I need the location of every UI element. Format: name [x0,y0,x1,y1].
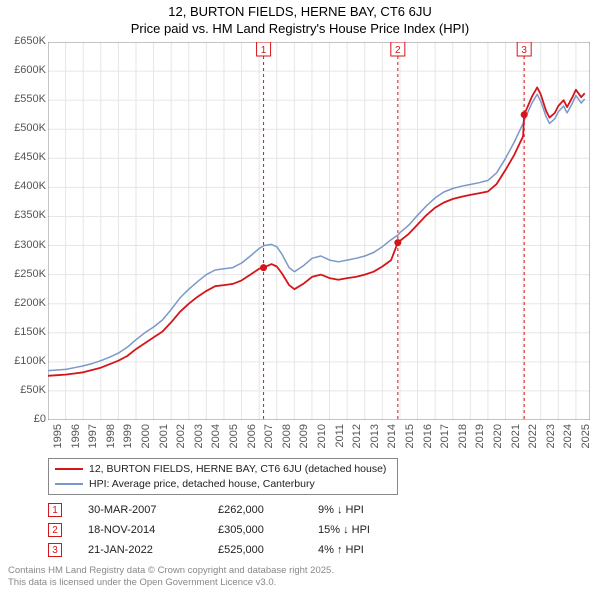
footer: Contains HM Land Registry data © Crown c… [8,565,334,588]
page-title: 12, BURTON FIELDS, HERNE BAY, CT6 6JU [0,0,600,21]
y-tick-label: £550K [2,93,46,105]
marker-delta: 9% ↓ HPI [318,504,418,516]
y-tick-label: £400K [2,180,46,192]
x-tick-label: 2023 [545,424,557,464]
legend: 12, BURTON FIELDS, HERNE BAY, CT6 6JU (d… [48,458,398,495]
svg-text:1: 1 [261,45,267,56]
marker-row: 1 30-MAR-2007 £262,000 9% ↓ HPI [48,500,418,520]
marker-date: 18-NOV-2014 [88,524,218,536]
marker-price: £262,000 [218,504,318,516]
svg-text:3: 3 [521,45,527,56]
y-tick-label: £50K [2,384,46,396]
y-tick-label: £250K [2,268,46,280]
marker-table: 1 30-MAR-2007 £262,000 9% ↓ HPI 2 18-NOV… [48,500,418,560]
x-tick-label: 2016 [422,424,434,464]
marker-price: £305,000 [218,524,318,536]
y-tick-label: £350K [2,209,46,221]
marker-date: 30-MAR-2007 [88,504,218,516]
x-tick-label: 2025 [580,424,592,464]
y-tick-label: £650K [2,35,46,47]
line-chart: 1 2 3 [48,42,590,420]
marker-delta: 15% ↓ HPI [318,524,418,536]
marker-number-box: 3 [48,543,62,557]
footer-line: This data is licensed under the Open Gov… [8,577,334,588]
y-tick-label: £600K [2,64,46,76]
legend-swatch [55,468,83,470]
x-tick-label: 2024 [562,424,574,464]
marker-number-box: 2 [48,523,62,537]
x-tick-label: 2018 [457,424,469,464]
x-tick-label: 2021 [510,424,522,464]
chart-area: 1 2 3 [48,42,590,420]
legend-label: 12, BURTON FIELDS, HERNE BAY, CT6 6JU (d… [89,462,386,477]
marker-delta: 4% ↑ HPI [318,544,418,556]
y-tick-label: £500K [2,122,46,134]
x-tick-label: 2017 [439,424,451,464]
page-subtitle: Price paid vs. HM Land Registry's House … [0,21,600,38]
legend-item-property: 12, BURTON FIELDS, HERNE BAY, CT6 6JU (d… [55,462,391,477]
svg-text:2: 2 [395,45,401,56]
x-tick-label: 2015 [404,424,416,464]
marker-number-box: 1 [48,503,62,517]
legend-item-hpi: HPI: Average price, detached house, Cant… [55,477,391,492]
marker-date: 21-JAN-2022 [88,544,218,556]
x-tick-label: 2020 [492,424,504,464]
legend-swatch [55,483,83,485]
legend-label: HPI: Average price, detached house, Cant… [89,477,315,492]
y-tick-label: £100K [2,355,46,367]
y-tick-label: £0 [2,413,46,425]
y-tick-label: £300K [2,239,46,251]
y-tick-label: £450K [2,151,46,163]
x-tick-label: 2022 [527,424,539,464]
marker-row: 3 21-JAN-2022 £525,000 4% ↑ HPI [48,540,418,560]
y-tick-label: £150K [2,326,46,338]
y-tick-label: £200K [2,297,46,309]
x-tick-label: 2019 [474,424,486,464]
marker-price: £525,000 [218,544,318,556]
marker-row: 2 18-NOV-2014 £305,000 15% ↓ HPI [48,520,418,540]
footer-line: Contains HM Land Registry data © Crown c… [8,565,334,576]
